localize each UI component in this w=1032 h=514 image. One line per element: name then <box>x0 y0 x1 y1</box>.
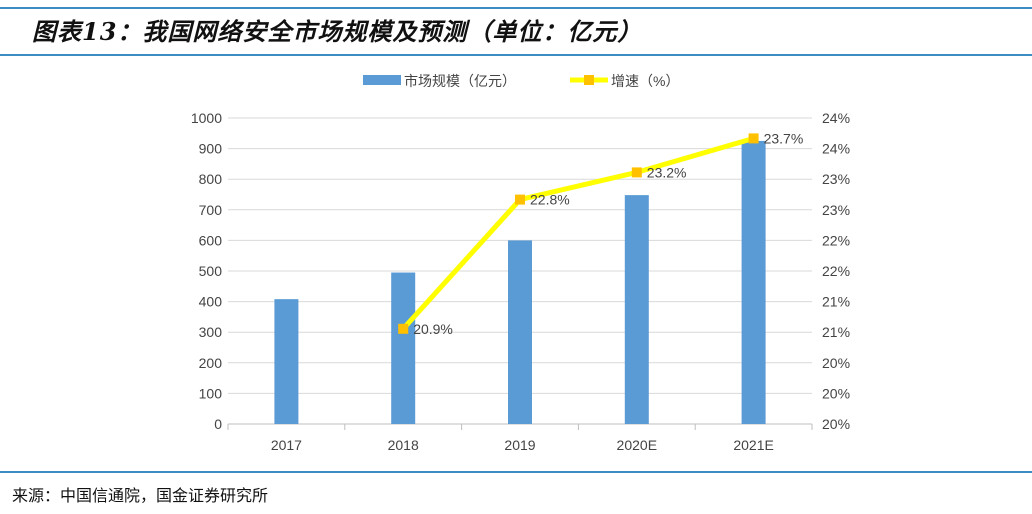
growth-marker-2019 <box>515 194 525 205</box>
data-label: 22.8% <box>530 192 570 208</box>
left-axis-tick-label: 600 <box>199 232 223 248</box>
right-axis-tick-label: 23% <box>822 171 850 187</box>
growth-marker-2021E <box>748 133 759 144</box>
right-axis-tick-label: 22% <box>822 232 850 248</box>
left-axis-tick-label: 800 <box>199 171 223 187</box>
x-axis-tick-label: 2017 <box>271 437 302 453</box>
left-axis-tick-label: 100 <box>199 385 223 401</box>
bar-2017 <box>274 299 299 424</box>
left-axis-tick-label: 700 <box>199 202 223 218</box>
right-axis-tick-label: 22% <box>822 263 850 279</box>
left-axis-tick-label: 200 <box>199 355 223 371</box>
left-axis-tick-label: 400 <box>199 294 223 310</box>
right-axis-tick-label: 20% <box>822 385 850 401</box>
figure-title: 图表13：我国网络安全市场规模及预测（单位：亿元） <box>32 17 643 46</box>
right-axis-tick-label: 20% <box>822 355 850 371</box>
data-label: 20.9% <box>413 321 453 337</box>
growth-line <box>401 135 755 331</box>
growth-marker-2020E <box>631 167 642 178</box>
source-note: 来源：中国信通院，国金证券研究所 <box>12 486 269 505</box>
left-axis-tick-label: 900 <box>199 141 223 157</box>
right-axis-tick-label: 21% <box>822 324 850 340</box>
left-axis-tick-label: 500 <box>199 263 223 279</box>
data-label: 23.2% <box>647 164 687 180</box>
data-label: 23.7% <box>764 130 804 146</box>
x-axis-tick-label: 2019 <box>504 437 535 453</box>
left-axis-tick-label: 300 <box>199 324 223 340</box>
legend-marker-swatch <box>584 75 594 85</box>
left-axis-tick-label: 1000 <box>191 110 222 126</box>
title-top-rule <box>0 7 1032 9</box>
right-axis-tick-label: 24% <box>822 110 850 126</box>
legend-bar-swatch <box>363 75 401 85</box>
right-axis-tick-label: 23% <box>822 202 850 218</box>
footer-rule <box>0 471 1032 473</box>
legend-label: 增速（%） <box>611 73 679 89</box>
x-axis-tick-label: 2018 <box>388 437 419 453</box>
bar-2021E <box>741 140 766 424</box>
bar-2018 <box>391 272 416 424</box>
bar-2020E <box>624 195 649 424</box>
growth-marker-2018 <box>398 323 409 334</box>
left-axis-tick-label: 0 <box>214 416 222 432</box>
x-axis-tick-label: 2020E <box>617 437 657 453</box>
legend-label: 市场规模（亿元） <box>404 73 516 89</box>
right-axis-tick-label: 24% <box>822 141 850 157</box>
right-axis-tick-label: 21% <box>822 294 850 310</box>
right-axis-tick-label: 20% <box>822 416 850 432</box>
bar-2019 <box>508 240 532 424</box>
x-axis-tick-label: 2021E <box>733 437 773 453</box>
chart: 0 100 200 300 400 500 600 700 800 900 1000 20% 20% 21… <box>191 73 850 453</box>
title-bottom-rule <box>0 54 1032 56</box>
